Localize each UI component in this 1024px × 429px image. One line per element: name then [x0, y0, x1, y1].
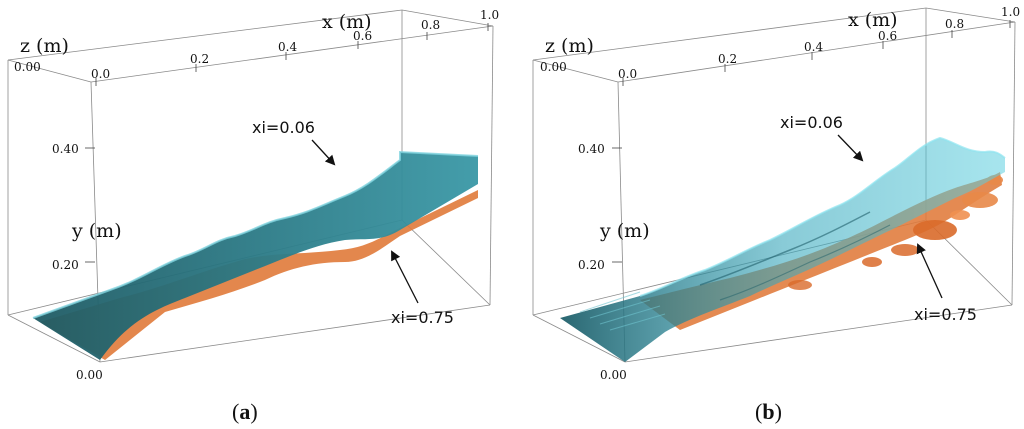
panel-b-x-title: x (m): [848, 9, 898, 31]
panel-b-annotation-lower: xi=0.75: [914, 305, 977, 324]
panel-a-z-tick-0: 0.00: [14, 60, 41, 74]
panel-a-x-ticks: 0.0 0.2 0.4 0.6 0.8 1.0: [91, 8, 499, 86]
panel-a-caption: (a): [232, 399, 258, 424]
panel-b-arrow-lower: [916, 243, 943, 299]
panel-a-y-tick-1: 0.20: [52, 258, 79, 272]
panel-a-annotation-lower: xi=0.75: [391, 308, 454, 327]
panel-a-x-tick-0: 0.0: [91, 67, 110, 81]
panel-a-arrow-lower: [391, 250, 419, 304]
panel-b-y-tick-1: 0.20: [578, 258, 605, 272]
panel-b-arrow-upper: [837, 134, 864, 162]
panel-b-x-tick-0: 0.0: [618, 67, 637, 81]
panel-b-x-tick-4: 0.8: [945, 17, 964, 31]
panel-b: 0.0 0.2 0.4 0.6 0.8 1.0 0.40 0.20 0.00 0…: [532, 5, 1020, 424]
panel-b-x-tick-3: 0.6: [878, 29, 897, 43]
panel-b-isosurface-low: [560, 136, 1006, 362]
panel-b-x-tick-2: 0.4: [804, 40, 823, 54]
panel-a-y-title: y (m): [71, 220, 122, 242]
panel-a-isosurface-high: [40, 190, 478, 360]
panel-a-z-title: z (m): [20, 35, 69, 57]
panel-b-y-ticks: 0.40 0.20 0.00: [578, 142, 627, 382]
panel-b-y-tick-0: 0.00: [600, 368, 627, 382]
panel-a-x-tick-4: 0.8: [421, 18, 440, 32]
panel-b-caption: (b): [755, 399, 782, 424]
panel-a-y-tick-0: 0.00: [76, 368, 103, 382]
panel-b-z-tick-0: 0.00: [540, 60, 567, 74]
panel-a-isosurface-low: [33, 152, 478, 360]
panel-b-y-tick-2: 0.40: [578, 142, 605, 156]
panel-a-y-ticks: 0.40 0.20 0.00: [52, 142, 103, 382]
panel-a-x-tick-3: 0.6: [353, 29, 372, 43]
panel-a-arrow-upper: [311, 139, 336, 166]
panel-b-y-title: y (m): [599, 220, 650, 242]
panel-a-x-tick-2: 0.4: [278, 40, 297, 54]
panel-b-x-ticks: 0.0 0.2 0.4 0.6 0.8 1.0: [618, 5, 1020, 86]
panel-a-x-tick-1: 0.2: [190, 52, 209, 66]
panel-b-z-title: z (m): [545, 35, 594, 57]
panel-a-y-tick-2: 0.40: [52, 142, 79, 156]
panel-a-annotation-upper: xi=0.06: [252, 118, 315, 137]
panel-b-annotation-upper: xi=0.06: [780, 113, 843, 132]
panel-a: 0.0 0.2 0.4 0.6 0.8 1.0 0.40 0.20 0.00 0…: [7, 8, 499, 424]
panel-a-x-title: x (m): [322, 11, 372, 33]
panel-b-x-tick-5: 1.0: [1001, 5, 1020, 19]
panel-a-isosurface-low-top: [32, 150, 479, 319]
panel-b-x-tick-1: 0.2: [718, 52, 737, 66]
panel-a-x-tick-5: 1.0: [480, 8, 499, 22]
panel-b-box: [532, 7, 1016, 363]
